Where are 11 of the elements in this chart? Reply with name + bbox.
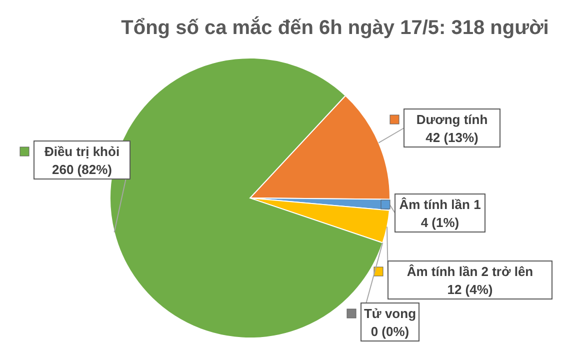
- chart-title: Tổng số ca mắc đến 6h ngày 17/5: 318 người: [121, 16, 549, 39]
- data-label: 12 (4%): [447, 282, 493, 297]
- legend-label: Dương tính: [416, 112, 488, 127]
- legend-label: Tử vong: [364, 306, 416, 321]
- text: 0 (0%): [370, 324, 410, 339]
- data-label: 260 (82%): [52, 162, 112, 177]
- legend-label: Điều trị khỏi: [44, 144, 120, 159]
- legend-label: Âm tính lần 1: [399, 197, 481, 212]
- data-label: 42 (13%): [426, 130, 478, 145]
- data-label: 4 (1%): [420, 215, 460, 230]
- legend-label: Âm tính lần 2 trở lên: [406, 264, 534, 279]
